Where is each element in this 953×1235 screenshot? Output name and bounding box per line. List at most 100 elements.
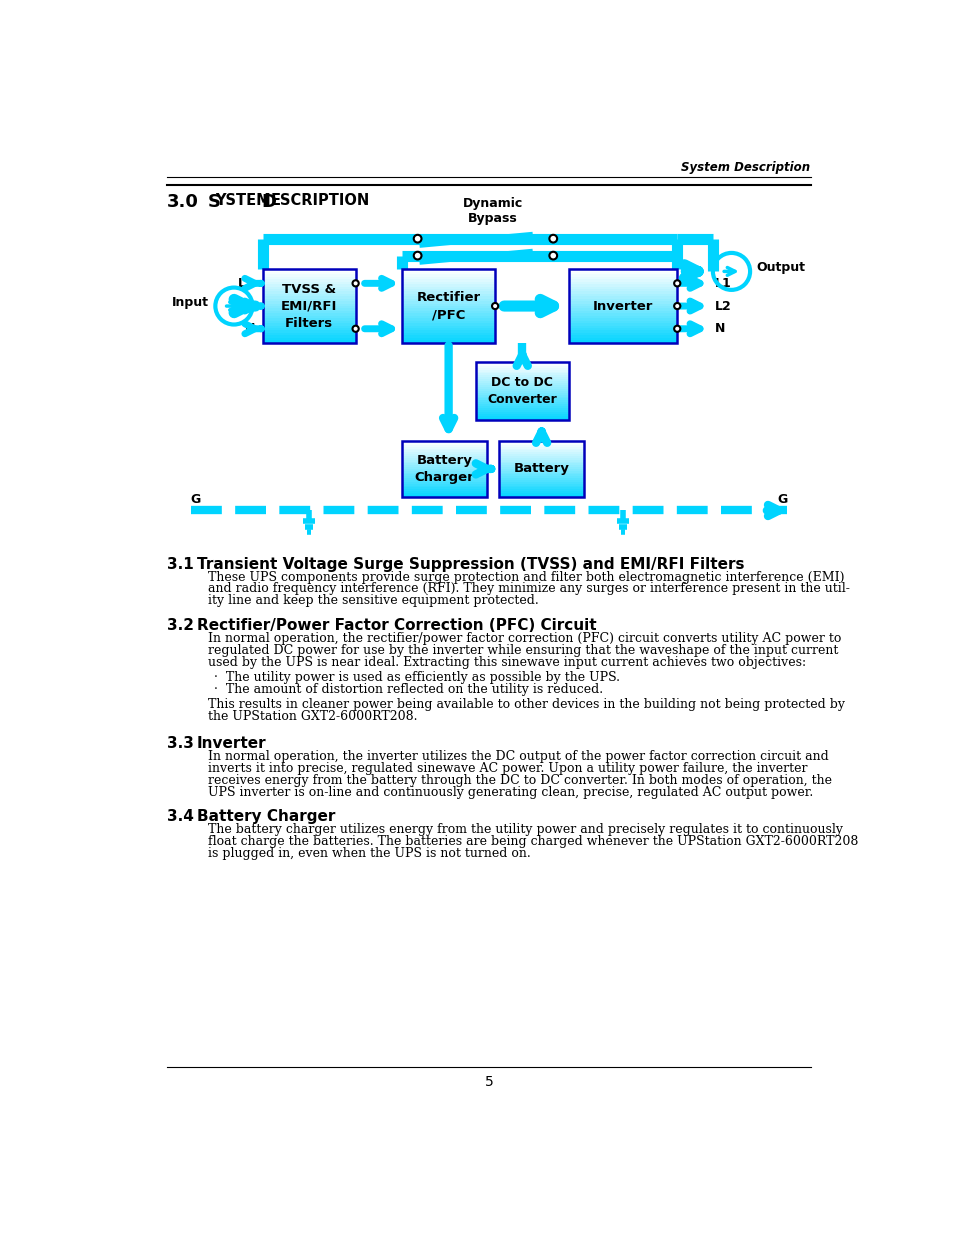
- Bar: [402, 477, 487, 478]
- Bar: [262, 321, 355, 324]
- Text: ity line and keep the sensitive equipment protected.: ity line and keep the sensitive equipmen…: [208, 594, 537, 608]
- Text: G: G: [191, 493, 200, 506]
- Text: N: N: [714, 322, 724, 335]
- Bar: [262, 291, 355, 294]
- Bar: [476, 396, 568, 399]
- Bar: [568, 314, 677, 316]
- Bar: [262, 301, 355, 304]
- Bar: [402, 326, 495, 329]
- Bar: [476, 404, 568, 406]
- Bar: [402, 474, 487, 477]
- Bar: [402, 469, 487, 471]
- Bar: [402, 291, 495, 294]
- Text: These UPS components provide surge protection and filter both electromagnetic in: These UPS components provide surge prote…: [208, 571, 843, 584]
- Text: S: S: [208, 193, 220, 211]
- Bar: [476, 400, 568, 403]
- Text: 3.2: 3.2: [167, 619, 194, 634]
- Bar: [568, 289, 677, 291]
- Text: 3.1: 3.1: [167, 557, 193, 572]
- Circle shape: [674, 303, 679, 309]
- Bar: [476, 412, 568, 414]
- Text: ·  The amount of distortion reflected on the utility is reduced.: · The amount of distortion reflected on …: [213, 683, 602, 697]
- Bar: [498, 489, 583, 492]
- Text: ESCRIPTION: ESCRIPTION: [270, 193, 369, 207]
- Bar: [476, 393, 568, 395]
- Bar: [402, 454, 487, 456]
- Bar: [568, 333, 677, 336]
- Bar: [476, 390, 568, 393]
- Bar: [498, 448, 583, 451]
- Bar: [262, 282, 355, 284]
- Bar: [402, 336, 495, 337]
- Bar: [498, 474, 583, 477]
- Bar: [402, 489, 487, 492]
- Bar: [262, 314, 355, 316]
- Text: used by the UPS is near ideal. Extracting this sinewave input current achieves t: used by the UPS is near ideal. Extractin…: [208, 656, 805, 669]
- Bar: [402, 314, 495, 316]
- Bar: [402, 480, 487, 482]
- Bar: [402, 459, 487, 462]
- Bar: [402, 269, 495, 272]
- Circle shape: [414, 252, 421, 259]
- Bar: [498, 445, 583, 447]
- Bar: [568, 291, 677, 294]
- Bar: [476, 379, 568, 382]
- Circle shape: [549, 252, 557, 259]
- Bar: [498, 458, 583, 459]
- Bar: [402, 452, 487, 454]
- Bar: [402, 337, 495, 340]
- Text: Inverter: Inverter: [592, 300, 653, 312]
- Bar: [476, 385, 568, 387]
- Bar: [262, 269, 355, 272]
- Bar: [262, 279, 355, 282]
- Bar: [476, 366, 568, 368]
- Bar: [476, 406, 568, 408]
- Bar: [498, 443, 583, 445]
- Bar: [498, 451, 583, 452]
- Bar: [402, 466, 487, 467]
- Text: DC to DC
Converter: DC to DC Converter: [487, 375, 557, 406]
- Bar: [402, 304, 495, 306]
- Bar: [476, 416, 568, 417]
- Bar: [568, 301, 677, 304]
- Bar: [568, 324, 677, 326]
- Bar: [402, 451, 487, 452]
- Bar: [262, 284, 355, 287]
- Bar: [402, 441, 487, 496]
- Circle shape: [492, 303, 497, 309]
- Text: Battery Charger: Battery Charger: [196, 809, 335, 824]
- Bar: [262, 333, 355, 336]
- Text: L1: L1: [714, 277, 730, 290]
- Text: G: G: [777, 493, 786, 506]
- Text: regulated DC power for use by the inverter while ensuring that the waveshape of : regulated DC power for use by the invert…: [208, 645, 837, 657]
- Bar: [476, 368, 568, 369]
- Bar: [262, 311, 355, 314]
- Bar: [568, 287, 677, 289]
- Text: This results in cleaner power being available to other devices in the building n: This results in cleaner power being avai…: [208, 698, 843, 711]
- Bar: [402, 306, 495, 309]
- Bar: [262, 331, 355, 333]
- Bar: [476, 387, 568, 389]
- Bar: [402, 309, 495, 311]
- Text: L2: L2: [714, 300, 730, 312]
- Bar: [262, 304, 355, 306]
- Bar: [498, 495, 583, 496]
- Bar: [476, 395, 568, 396]
- Bar: [498, 478, 583, 480]
- Bar: [498, 463, 583, 466]
- Text: Input: Input: [172, 295, 209, 309]
- Bar: [402, 296, 495, 299]
- Bar: [402, 492, 487, 493]
- Bar: [476, 362, 568, 364]
- Bar: [402, 299, 495, 301]
- Bar: [402, 287, 495, 289]
- Bar: [498, 493, 583, 495]
- Bar: [498, 462, 583, 463]
- Bar: [498, 492, 583, 493]
- Text: the UPStation GXT2-6000RT208.: the UPStation GXT2-6000RT208.: [208, 710, 416, 722]
- Bar: [402, 294, 495, 296]
- Bar: [402, 316, 495, 319]
- Bar: [476, 399, 568, 400]
- Circle shape: [674, 280, 679, 287]
- Bar: [402, 340, 495, 342]
